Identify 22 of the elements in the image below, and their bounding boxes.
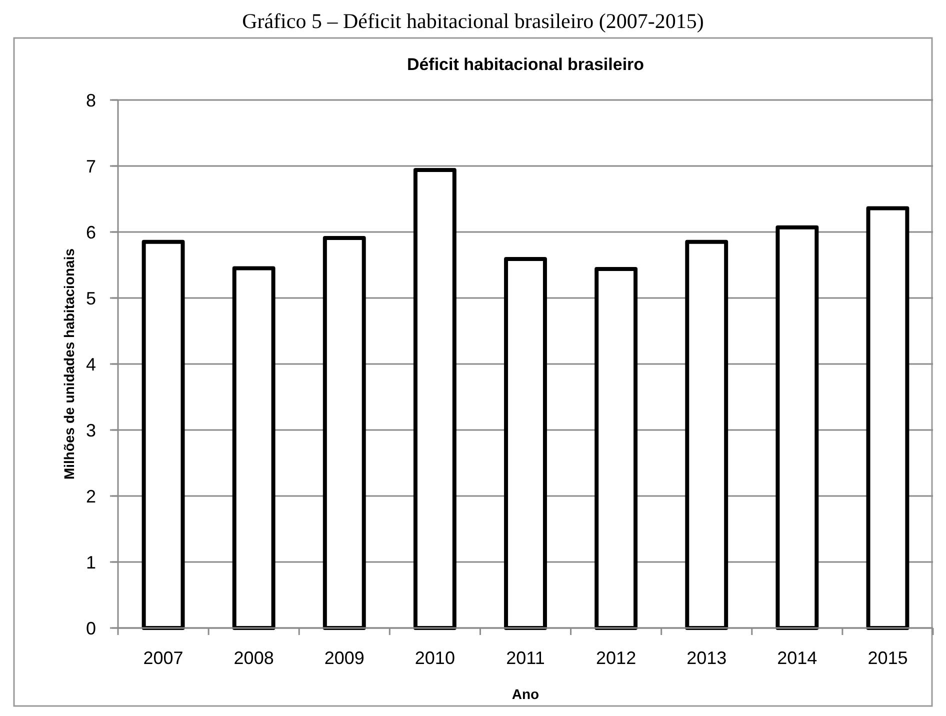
y-tick-label: 3 [86, 420, 96, 440]
y-tick-label: 0 [86, 618, 96, 638]
y-tick-label: 6 [86, 222, 96, 242]
y-tick-label: 7 [86, 156, 96, 176]
x-tick-label: 2008 [234, 648, 274, 668]
chart-title: Déficit habitacional brasileiro [406, 55, 644, 74]
y-tick-label: 5 [86, 288, 96, 308]
x-tick-label: 2009 [324, 648, 364, 668]
x-tick-label: 2011 [506, 648, 545, 668]
x-tick-label: 2007 [143, 648, 184, 668]
x-tick-label: 2014 [777, 648, 818, 668]
x-axis-title: Ano [512, 686, 540, 702]
x-tick-label: 2013 [686, 648, 727, 668]
x-tick-label: 2010 [414, 648, 455, 668]
y-axis-title: Milhões de unidades habitacionais [61, 248, 77, 480]
text: Gráfico 5 – Déficit habitacional brasileiro (2007-2015) [242, 9, 704, 33]
y-tick-label: 1 [86, 552, 96, 572]
y-tick-label: 8 [86, 90, 96, 110]
y-tick-label: 4 [86, 354, 96, 374]
y-tick-label: 2 [86, 486, 96, 506]
x-tick-label: 2015 [868, 648, 908, 668]
x-tick-label: 2012 [596, 648, 636, 668]
